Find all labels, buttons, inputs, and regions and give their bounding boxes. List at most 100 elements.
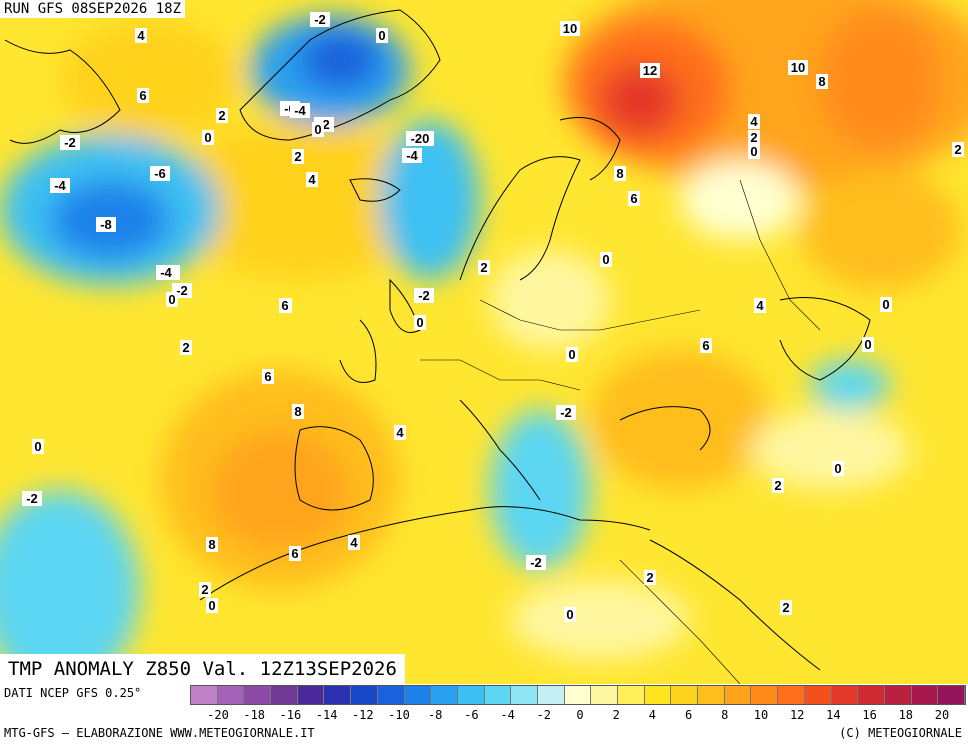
contour-label-bg [780, 600, 792, 615]
contour-label: 0 [750, 144, 757, 159]
colorbar-tick-label: -14 [315, 708, 338, 722]
contour-label-bg [600, 252, 612, 267]
contour-label-bg [180, 340, 192, 355]
contour-label-bg [376, 28, 388, 43]
contour-label: 0 [882, 297, 889, 312]
contour-label-bg [290, 103, 310, 118]
contour-label: 4 [308, 172, 316, 187]
contour-label-bg [279, 298, 291, 313]
map-title: TMP ANOMALY Z850 Val. 12Z13SEP2026 [0, 654, 405, 684]
contour-label: 2 [750, 130, 757, 145]
coastlines [4, 9, 871, 671]
contour-label-bg [880, 297, 892, 312]
colorbar-tick-label: 0 [576, 708, 584, 722]
colorbar-ticks: -20 -18 -16 -14 -12 -10 -8 -6 -4 -2 0 2 4 6 8 10 12 14 16 1… [190, 708, 966, 722]
contour-label-bg [199, 582, 211, 597]
contour-label: 2 [782, 600, 789, 615]
contour-label: -4 [160, 265, 172, 280]
contour-label-bg [556, 405, 576, 420]
colorbar-swatch [804, 686, 832, 704]
contour-label: -2 [176, 283, 188, 298]
contour-label-bg [22, 491, 42, 506]
contour-label-bg [306, 172, 318, 187]
contour-label: 2 [646, 570, 653, 585]
colorbar [190, 685, 966, 705]
contour-label-bg [348, 535, 360, 550]
contour-label: 2 [294, 149, 301, 164]
map-footer: DATI NCEP GFS 0.25° -20 -18 -16 -14 -12 -10 -8… [0, 684, 968, 745]
colorbar-swatch [564, 686, 592, 704]
contour-label-bg [816, 74, 828, 89]
contour-label: -4 [406, 148, 418, 163]
contour-label: 10 [563, 21, 577, 36]
contour-label: 2 [182, 340, 189, 355]
contour-label: 2 [774, 478, 781, 493]
contour-label: 12 [643, 63, 657, 78]
colorbar-swatch [671, 686, 699, 704]
contour-label: 6 [264, 369, 271, 384]
contour-label: 8 [294, 404, 301, 419]
contour-label: 4 [750, 114, 758, 129]
contour-label-bg [289, 546, 301, 561]
colorbar-swatch [884, 686, 912, 704]
contour-label-bg [216, 108, 228, 123]
colorbar-swatch [404, 686, 432, 704]
contour-label-bg [262, 369, 274, 384]
colorbar-tick-label: 12 [789, 708, 805, 722]
contour-label-bg [478, 260, 490, 275]
contour-label: 0 [568, 347, 575, 362]
contour-label: -2 [530, 555, 542, 570]
contour-label: 6 [281, 298, 288, 313]
colorbar-swatch [618, 686, 645, 704]
contour-label: 0 [378, 28, 385, 43]
colorbar-tick-label: -8 [427, 708, 443, 722]
colorbar-swatch [724, 686, 752, 704]
contour-label-bg [206, 537, 218, 552]
contour-label-bg [32, 439, 44, 454]
contour-label-bg [952, 142, 964, 157]
contour-label-bg [560, 21, 580, 36]
colorbar-swatch [511, 686, 538, 704]
contour-label-bg [137, 88, 149, 103]
contour-label-bg [406, 131, 434, 146]
run-label: RUN GFS 08SEP2026 18Z [0, 0, 186, 18]
contour-label-bg [394, 425, 406, 440]
data-source: DATI NCEP GFS 0.25° [4, 686, 142, 700]
colorbar-tick-label: -2 [536, 708, 552, 722]
contour-label-bg [526, 555, 546, 570]
contour-label: 8 [616, 166, 623, 181]
colorbar-swatch [457, 686, 485, 704]
contour-label-bg [640, 63, 660, 78]
colorbar-tick-label: 4 [648, 708, 657, 722]
contour-label: -2 [560, 405, 572, 420]
colorbar-tick-label: 2 [612, 708, 620, 722]
colorbar-tick-label: 20 [934, 708, 950, 722]
colorbar-swatch [911, 686, 939, 704]
contour-label-bg [748, 144, 760, 159]
contour-label-bg [566, 347, 578, 362]
colorbar-swatch [351, 686, 378, 704]
contour-label-bg [700, 338, 712, 353]
contour-label-bg [156, 265, 176, 280]
contour-label: 6 [291, 546, 298, 561]
colorbar-tick-label: -6 [464, 708, 479, 722]
colorbar-tick-label: -16 [279, 708, 302, 722]
colorbar-tick-label: -18 [243, 708, 266, 722]
colorbar-swatch [831, 686, 859, 704]
colorbar-tick-label: -20 [207, 708, 229, 722]
contour-label-bg [564, 607, 576, 622]
contour-label: -2 [26, 491, 38, 506]
contour-label-bg [135, 28, 147, 43]
contour-label-bg [150, 166, 170, 181]
colorbar-tick-label: -12 [351, 708, 374, 722]
contour-label-bg [206, 598, 218, 613]
colorbar-swatch [191, 686, 218, 704]
colorbar-swatch [324, 686, 352, 704]
contour-label: 0 [602, 252, 609, 267]
anomaly-map: 46-2-2-4-8-6-4-202024626886420-204-20-40… [0, 0, 968, 684]
contour-label-bg [414, 315, 426, 330]
colorbar-tick-label: -10 [388, 708, 410, 722]
colorbar-swatch [537, 686, 565, 704]
contour-label: -2 [64, 135, 76, 150]
copyright-text: (C) METEOGIORNALE [839, 726, 962, 740]
